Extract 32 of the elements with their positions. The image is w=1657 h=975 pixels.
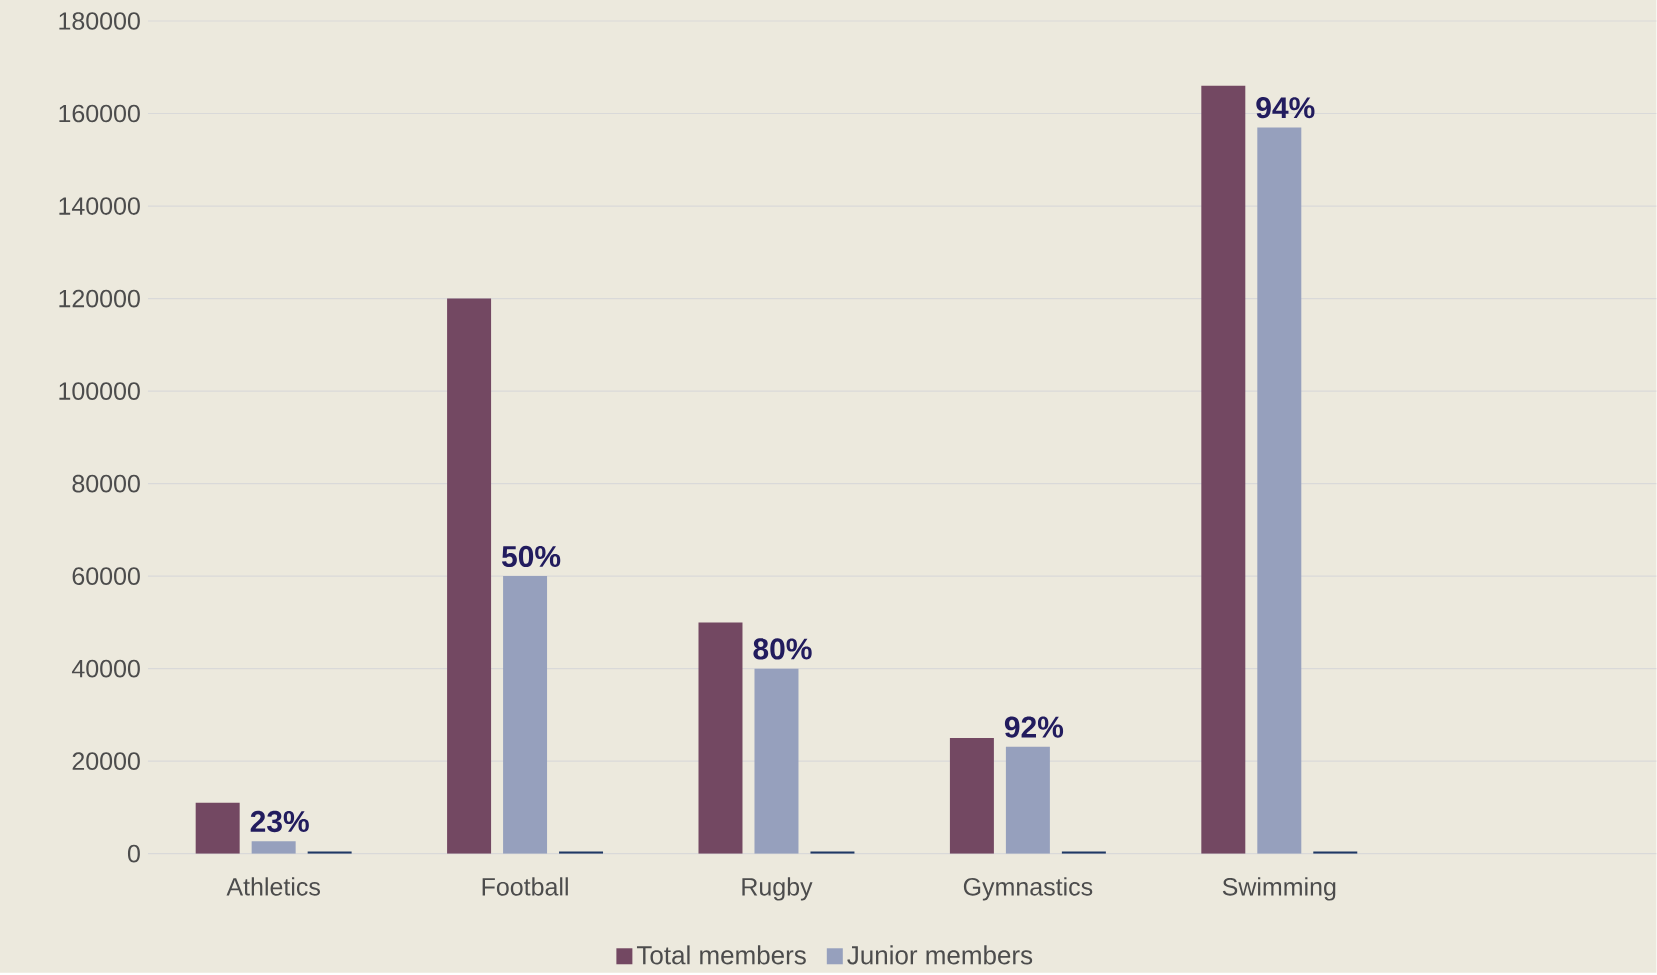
y-tick-label: 100000 (59, 382, 140, 400)
legend-label: Junior members (847, 945, 1033, 965)
y-tick-label: 0 (127, 844, 140, 863)
x-tick-label: Football (482, 877, 568, 896)
y-tick-label: 160000 (59, 104, 140, 123)
bar (1005, 746, 1050, 854)
bar (503, 576, 548, 854)
bar (754, 668, 799, 854)
legend-label: Total members (636, 945, 806, 965)
annotation: 92% (1004, 716, 1064, 738)
x-tick-label: Athletics (226, 877, 320, 896)
x-tick-label: Swimming (1222, 877, 1336, 901)
y-tick-label: 20000 (72, 752, 140, 770)
annotation: 80% (753, 638, 812, 660)
bar (447, 298, 492, 854)
y-tick-label: 120000 (59, 289, 140, 308)
annotation: 94% (1256, 96, 1315, 119)
y-tick-label: 80000 (72, 474, 140, 493)
bar (251, 841, 296, 854)
y-tick-label: 140000 (59, 197, 140, 215)
y-tick-label: 60000 (72, 567, 140, 585)
x-tick-label: Gymnastics (963, 877, 1093, 901)
bar (1257, 127, 1302, 854)
bar (1201, 85, 1246, 854)
annotation: 50% (501, 545, 561, 567)
annotation: 23% (250, 810, 309, 833)
x-tick-label: Rugby (742, 877, 813, 901)
bar (195, 802, 240, 854)
y-tick-label: 180000 (59, 12, 140, 30)
y-tick-label: 40000 (71, 659, 140, 678)
bar (949, 737, 994, 854)
bar (698, 622, 743, 854)
